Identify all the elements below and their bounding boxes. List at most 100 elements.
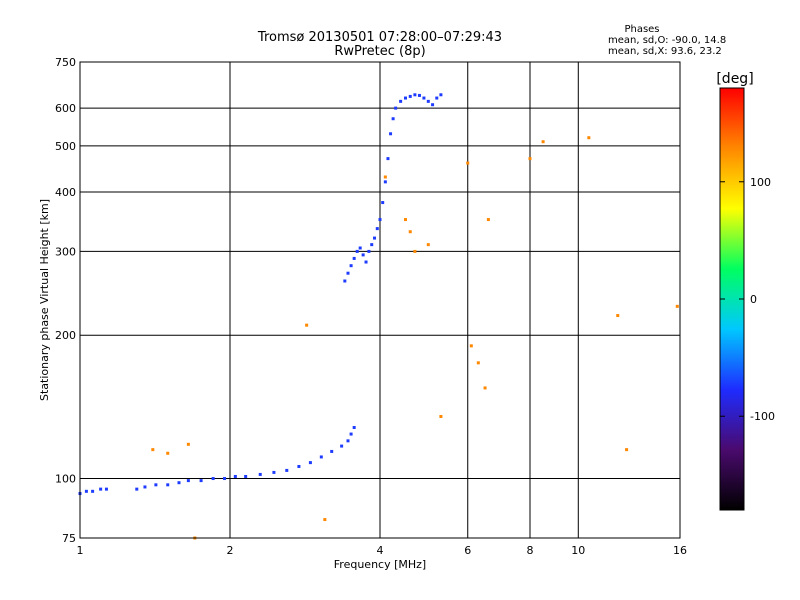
data-point: [431, 103, 435, 107]
data-point: [381, 201, 385, 205]
x-tick-label: 2: [227, 544, 234, 557]
stats-o-mode: mean, sd,O: -90.0, 14.8: [608, 35, 726, 46]
data-point: [417, 93, 421, 97]
data-point: [166, 483, 170, 487]
data-point: [422, 96, 426, 100]
chart-title: Tromsø 20130501 07:28:00–07:29:43: [257, 30, 502, 45]
data-point: [297, 464, 301, 468]
data-point: [346, 439, 350, 443]
data-point: [186, 442, 190, 446]
data-point: [151, 448, 155, 452]
data-point: [625, 448, 629, 452]
data-point: [223, 477, 227, 481]
x-tick-label: 1: [77, 544, 84, 557]
data-point: [466, 161, 470, 165]
data-point: [383, 175, 387, 179]
data-point: [373, 236, 377, 240]
data-point: [349, 264, 353, 268]
data-point: [211, 477, 215, 481]
colorbar-tick-label: 0: [750, 293, 757, 306]
data-point: [476, 361, 480, 365]
y-tick-label: 100: [55, 473, 76, 486]
data-point: [330, 449, 334, 453]
stats-title: Phases: [624, 24, 659, 35]
data-point: [469, 344, 473, 348]
data-point: [439, 414, 443, 418]
data-point: [244, 474, 248, 478]
data-point: [104, 487, 108, 491]
data-point: [352, 256, 356, 260]
data-point: [319, 455, 323, 459]
data-point: [408, 94, 412, 98]
data-point: [587, 136, 591, 140]
data-point: [486, 218, 490, 222]
data-point: [358, 246, 362, 250]
y-tick-label: 400: [55, 186, 76, 199]
data-point: [91, 489, 95, 493]
y-tick-label: 600: [55, 102, 76, 115]
x-tick-label: 8: [527, 544, 534, 557]
x-tick-label: 16: [673, 544, 687, 557]
colorbar-tick-label: 100: [750, 176, 771, 189]
data-point: [135, 487, 139, 491]
data-point: [426, 99, 430, 103]
data-point: [308, 461, 312, 465]
data-point: [435, 96, 439, 100]
x-axis-label: Frequency [MHz]: [334, 558, 426, 571]
data-point: [426, 243, 430, 247]
data-point: [186, 479, 190, 483]
data-point: [413, 249, 417, 253]
data-point: [528, 157, 532, 161]
data-point: [675, 304, 679, 308]
x-tick-label: 4: [377, 544, 384, 557]
data-point: [154, 483, 158, 487]
data-point: [272, 470, 276, 474]
data-point: [233, 474, 237, 478]
data-point: [483, 386, 487, 390]
data-point: [349, 432, 353, 436]
data-point: [305, 323, 309, 327]
data-point: [403, 96, 407, 100]
data-point: [616, 314, 620, 318]
colorbar-ticks: 100 0 -100: [720, 176, 775, 423]
data-point: [346, 271, 350, 275]
chart-subtitle: RwPretec (8p): [334, 44, 425, 59]
data-point: [383, 180, 387, 184]
data-point: [378, 218, 382, 222]
data-point: [399, 99, 403, 103]
data-point: [375, 227, 379, 231]
data-point: [323, 518, 327, 522]
y-tick-label: 500: [55, 140, 76, 153]
y-axis-label: Stationary phase Virtual Height [km]: [38, 199, 51, 401]
data-point: [370, 243, 374, 247]
data-point: [389, 132, 393, 136]
data-point: [391, 117, 395, 121]
data-point: [84, 489, 88, 493]
y-tick-label: 300: [55, 245, 76, 258]
data-point: [343, 279, 347, 283]
data-point: [367, 249, 371, 253]
colorbar-label: [deg]: [716, 71, 753, 87]
plot-frame: [79, 61, 681, 539]
data-point: [340, 444, 344, 448]
data-point: [143, 485, 147, 489]
data-point: [403, 218, 407, 222]
x-tick-label: 10: [571, 544, 585, 557]
y-tick-label: 200: [55, 329, 76, 342]
data-point: [199, 479, 203, 483]
data-point: [361, 253, 365, 257]
colorbar-tick-label: -100: [750, 410, 775, 423]
y-tick-label: 750: [55, 56, 76, 69]
data-point: [258, 472, 262, 476]
stats-x-mode: mean, sd,X: 93.6, 23.2: [608, 46, 722, 57]
plot-area: 1 2 4 6 8 10 16 75 100 200 300 400 500 600 750: [55, 56, 687, 557]
data-point: [355, 249, 359, 253]
data-point: [285, 468, 289, 472]
data-point: [439, 93, 443, 97]
data-point: [177, 481, 181, 485]
x-tick-label: 6: [464, 544, 471, 557]
data-point: [99, 487, 103, 491]
data-point: [413, 93, 417, 97]
data-point: [386, 157, 390, 161]
